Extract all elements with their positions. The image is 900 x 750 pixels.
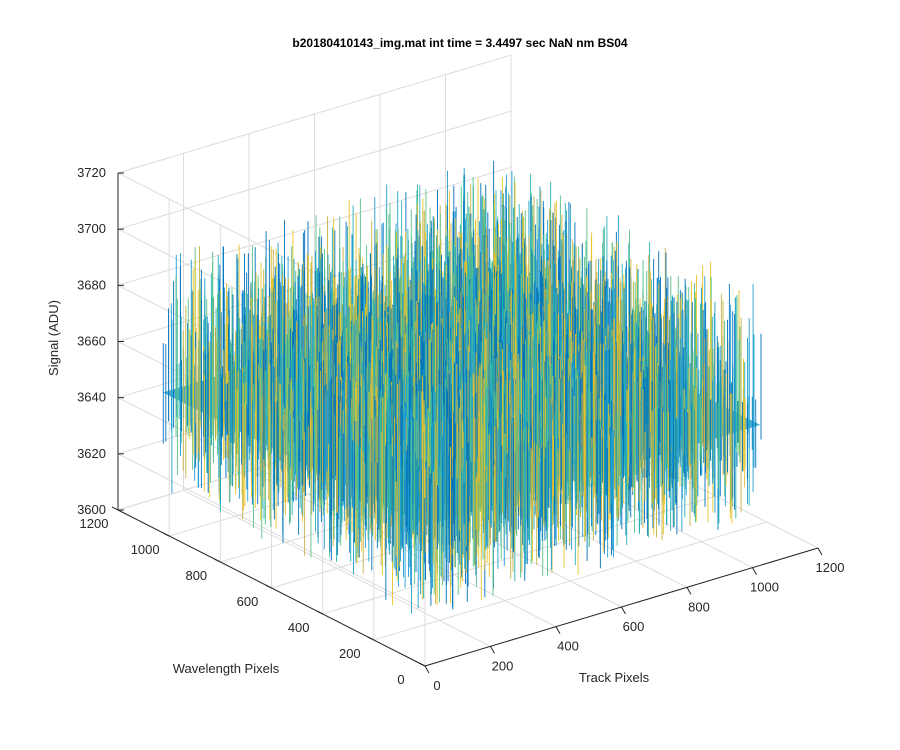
x-tick-label: 400 <box>557 639 579 654</box>
y-tick-label: 0 <box>397 672 404 687</box>
y-tick-label: 1000 <box>131 542 160 557</box>
wall-gridline <box>117 54 512 174</box>
y-tick-mark <box>111 506 119 511</box>
wavelength-tick-labels: 0 200 400 600 800 1000 1200 <box>80 516 405 687</box>
track-tick-labels: 0 200 400 600 800 1000 1200 <box>433 560 844 693</box>
y-tick-label: 600 <box>237 594 259 609</box>
x-tick-label: 800 <box>688 599 710 614</box>
wall-gridline <box>117 110 512 230</box>
surface <box>162 160 762 614</box>
y-tick-label: 400 <box>288 620 310 635</box>
z-tick-labels: 3600 3620 3640 3660 3680 3700 3720 <box>77 165 106 517</box>
axes <box>111 172 823 674</box>
y-tick-mark <box>214 558 221 563</box>
y-tick-label: 200 <box>339 646 361 661</box>
x-tick-label: 1000 <box>750 580 779 595</box>
x-tick-mark <box>817 547 823 556</box>
z-tick-label: 3680 <box>77 277 106 292</box>
x-tick-mark <box>490 646 495 654</box>
surface-spikes <box>162 160 762 614</box>
x-tick-label: 200 <box>492 658 514 673</box>
floor-gridline <box>322 495 716 615</box>
z-tick-label: 3720 <box>77 165 106 180</box>
x-axis-label: Track Pixels <box>579 670 650 685</box>
x-tick-label: 0 <box>433 678 440 693</box>
y-axis-label: Wavelength Pixels <box>173 661 280 676</box>
z-tick-label: 3640 <box>77 390 106 405</box>
wall-gridline <box>117 397 426 555</box>
y-tick-mark <box>162 532 170 537</box>
z-tick-label: 3600 <box>77 502 106 517</box>
x-tick-label: 600 <box>623 619 645 634</box>
z-tick-label: 3660 <box>77 334 106 349</box>
x-tick-mark <box>752 567 757 575</box>
floor-gridline <box>373 521 767 641</box>
x-tick-label: 1200 <box>816 560 845 575</box>
z-tick-label: 3700 <box>77 221 106 236</box>
chart-title: b20180410143_img.mat int time = 3.4497 s… <box>292 36 628 50</box>
z-axis-label: Signal (ADU) <box>46 300 61 376</box>
y-tick-mark <box>418 662 426 667</box>
y-tick-mark <box>316 610 323 615</box>
wall-gridline <box>117 453 426 611</box>
y-tick-label: 1200 <box>80 516 109 531</box>
y-tick-mark <box>265 584 272 589</box>
x-tick-mark <box>424 665 430 674</box>
x-tick-mark <box>686 587 692 595</box>
y-tick-mark <box>367 636 375 641</box>
x-tick-mark <box>621 606 626 615</box>
wall-gridline <box>117 166 512 286</box>
x-tick-mark <box>555 626 561 634</box>
y-tick-label: 800 <box>185 568 207 583</box>
z-tick-label: 3620 <box>77 446 106 461</box>
